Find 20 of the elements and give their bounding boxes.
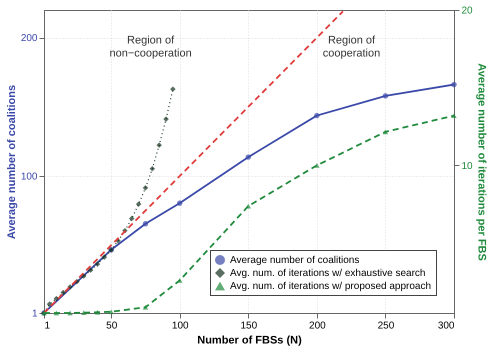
x-tick-label: 100: [172, 320, 190, 332]
x-axis-title: Number of FBSs (N): [197, 334, 302, 346]
annotation: Region of cooperation: [322, 34, 380, 60]
x-tick-label: 250: [378, 320, 395, 332]
legend-label: Avg. num. of iterations w/ exhaustive search: [230, 268, 426, 279]
y-tick-label: 200: [20, 33, 38, 44]
y2-tick-label: 20: [462, 6, 474, 16]
y2-axis-title: Average number of iterations per FBS: [476, 63, 488, 261]
x-tick-label: 1: [44, 320, 50, 332]
annotation: Region of non−cooperation: [109, 34, 192, 60]
x-tick-label: 50: [106, 320, 118, 332]
legend-label: Avg. num. of iterations w/ proposed approach: [230, 281, 432, 292]
y-tick-label: 1: [32, 308, 38, 320]
x-tick-label: 300: [438, 320, 455, 332]
x-tick-label: 200: [309, 320, 326, 332]
x-tick-label: 150: [240, 320, 258, 332]
y-axis-title: Average number of coalitions: [6, 84, 18, 240]
y-tick-label: 100: [20, 172, 38, 183]
y2-tick-label: 10: [462, 160, 474, 172]
legend-label: Average number of coalitions: [230, 255, 360, 266]
